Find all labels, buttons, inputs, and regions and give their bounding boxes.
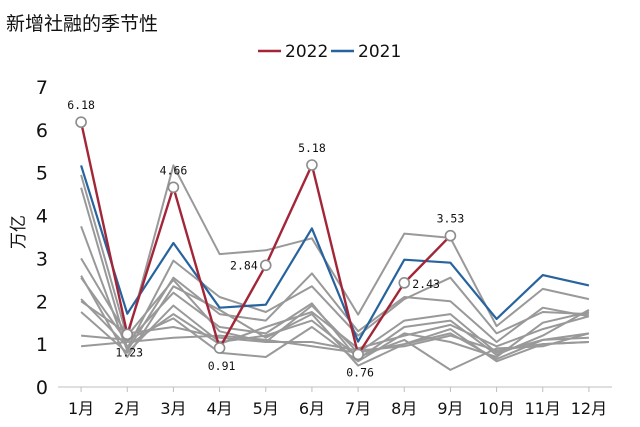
x-axis-ticks: 1月 2月 3月 4月 5月 6月 7月 8月 9月 10月 11月 12月 — [68, 387, 607, 418]
data-label: 1.23 — [115, 345, 143, 359]
series-line-2021 — [80, 165, 590, 343]
legend-label-2022: 2022 — [285, 42, 328, 62]
data-label: 5.18 — [298, 141, 326, 155]
x-tick-label: 8月 — [391, 399, 417, 418]
data-point-marker — [398, 277, 411, 289]
historical-series-line — [80, 300, 589, 352]
y-tick-label: 2 — [36, 291, 48, 313]
y-tick-label: 3 — [36, 248, 48, 270]
historical-series-line — [81, 311, 590, 363]
data-point-marker — [121, 328, 134, 341]
x-tick-label: 11月 — [525, 399, 561, 418]
y-tick-label: 7 — [36, 77, 48, 99]
data-markers — [75, 116, 457, 361]
x-tick-label: 12月 — [571, 399, 607, 418]
legend: 2022 2021 — [258, 42, 401, 62]
data-point-marker — [352, 348, 364, 361]
data-label: 0.76 — [346, 365, 374, 379]
legend-label-2021: 2021 — [358, 42, 401, 62]
y-tick-label: 6 — [36, 120, 48, 142]
x-tick-label: 5月 — [253, 399, 279, 418]
x-tick-label: 4月 — [206, 399, 232, 418]
y-tick-label: 1 — [36, 334, 48, 356]
data-point-marker — [444, 229, 457, 242]
data-label: 2.43 — [412, 277, 440, 291]
y-axis-label: 万亿 — [9, 215, 29, 249]
x-tick-label: 9月 — [437, 399, 463, 418]
x-tick-label: 10月 — [478, 399, 514, 418]
data-label: 6.18 — [67, 98, 95, 112]
data-point-marker — [306, 159, 318, 171]
y-tick-label: 5 — [36, 163, 48, 185]
historical-series-line — [81, 332, 589, 361]
data-point-marker — [213, 342, 226, 354]
x-tick-label: 3月 — [160, 399, 186, 418]
data-label: 0.91 — [208, 359, 236, 373]
x-tick-label: 2月 — [114, 399, 140, 418]
y-axis-ticks: 0 1 2 3 4 5 6 7 — [36, 77, 48, 399]
y-tick-label: 4 — [36, 206, 48, 228]
data-label: 2.84 — [230, 258, 258, 272]
data-point-marker — [259, 259, 272, 272]
historical-series-line — [80, 298, 590, 350]
historical-series-line — [80, 187, 589, 350]
chart-title: 新增社融的季节性 — [6, 13, 158, 35]
data-point-marker — [75, 116, 87, 128]
data-point-marker — [167, 181, 180, 194]
data-labels: 6.18 1.23 4.66 0.91 2.84 5.18 0.76 2.43 3.53 — [67, 98, 464, 379]
y-tick-label: 0 — [36, 377, 48, 399]
data-label: 3.53 — [437, 212, 465, 226]
historical-series — [80, 164, 590, 371]
historical-series-line — [80, 164, 590, 339]
x-tick-label: 1月 — [68, 399, 94, 418]
highlighted-series — [79, 121, 590, 356]
x-tick-label: 7月 — [345, 399, 371, 418]
data-label: 4.66 — [160, 163, 188, 177]
x-tick-label: 6月 — [299, 399, 325, 418]
historical-series-line — [80, 304, 590, 371]
